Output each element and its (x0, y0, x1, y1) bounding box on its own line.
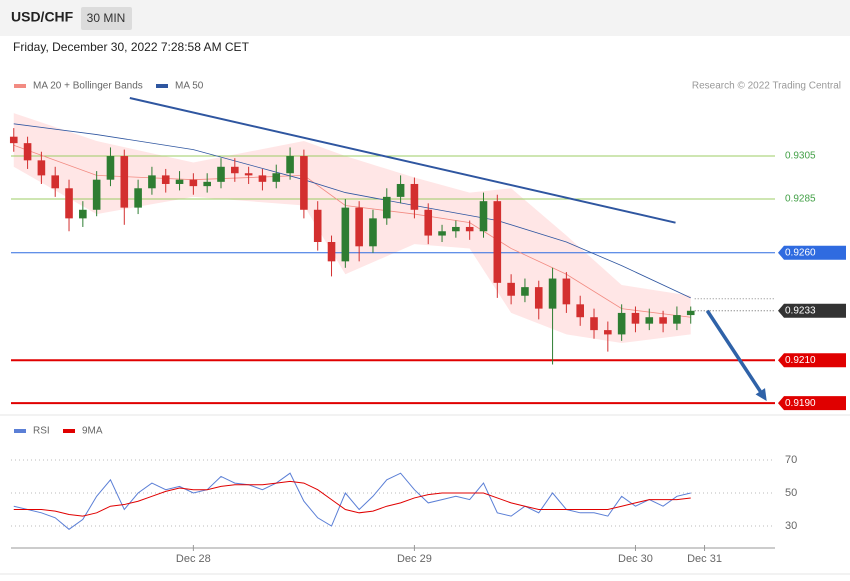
level-badge (778, 245, 846, 260)
legend-swatch (156, 84, 168, 88)
legend-label: MA 20 + Bollinger Bands (33, 81, 143, 92)
candle-body (175, 179, 184, 184)
candle-body (604, 330, 612, 335)
candle-body (134, 188, 142, 208)
candle-body (645, 317, 654, 324)
candle-body (258, 175, 267, 182)
level-label: 0.9285 (785, 194, 816, 205)
candle-body (493, 201, 502, 283)
candle-body (51, 175, 60, 189)
header-bar (0, 0, 850, 36)
ma-line (13, 123, 691, 299)
candle-body (203, 181, 211, 187)
candle-body (369, 218, 377, 247)
candle-body (424, 209, 433, 236)
level-badge (778, 396, 846, 411)
level-label: 0.9190 (785, 398, 816, 409)
legend-swatch (14, 84, 26, 88)
candle-body (465, 226, 474, 232)
level-badge (778, 353, 846, 368)
candle-body (120, 156, 129, 208)
candle-body (631, 312, 640, 324)
candle-body (617, 312, 626, 335)
candle-body (313, 209, 322, 243)
candle-body (590, 317, 598, 331)
candle-body (327, 242, 336, 262)
interval-button[interactable] (81, 7, 132, 30)
candle-body (272, 173, 281, 182)
forecast-arrow (705, 309, 764, 396)
candle-body (37, 160, 46, 176)
candle-body (341, 207, 350, 262)
candle-body (438, 231, 446, 236)
candle-body (92, 179, 101, 210)
candle-body (189, 179, 198, 187)
level-label: 0.9305 (785, 151, 816, 162)
current-price-badge (778, 303, 846, 318)
candle-body (479, 201, 488, 232)
legend-swatch (14, 429, 26, 433)
legend-swatch (63, 429, 75, 433)
candle-body (576, 304, 584, 318)
rsi-line (13, 480, 691, 517)
level-label: 0.9210 (785, 355, 816, 366)
candle-body (9, 136, 18, 144)
candle-body (231, 166, 239, 174)
candle-body (217, 166, 225, 182)
legend-label: MA 50 (175, 81, 204, 92)
candle-body (548, 278, 557, 309)
candle-body (79, 209, 87, 219)
candle-body (452, 226, 460, 232)
x-tick-label: Dec 29 (397, 553, 432, 565)
rsi-line (13, 472, 691, 530)
arrow-head (755, 388, 767, 402)
level-label: 0.9260 (785, 247, 816, 258)
candle-body (23, 143, 32, 161)
candle-body (507, 282, 515, 296)
symbol: USD/CHF (11, 9, 74, 25)
candle-body (562, 278, 571, 305)
legend-label: RSI (33, 426, 50, 437)
candle-body (161, 175, 170, 184)
candle-body (244, 173, 253, 176)
candle-body (355, 207, 363, 247)
credit: Research © 2022 Trading Central (692, 81, 841, 92)
candle-body (106, 156, 115, 180)
x-tick-label: Dec 30 (618, 553, 653, 565)
candle-body (686, 310, 695, 316)
candle-body (65, 188, 73, 219)
x-tick-label: Dec 31 (687, 553, 722, 565)
x-tick-label: Dec 28 (176, 553, 211, 565)
interval[interactable]: 30 MIN (87, 11, 126, 25)
candle-body (382, 196, 391, 219)
rsi-tick-label: 50 (785, 487, 797, 499)
candle-body (673, 315, 681, 324)
candle-body (300, 156, 308, 210)
rsi-tick-label: 30 (785, 520, 797, 532)
legend-label: 9MA (82, 426, 103, 437)
bollinger-band (13, 113, 691, 344)
candle-body (396, 183, 405, 197)
candle-body (521, 287, 529, 296)
timestamp: Friday, December 30, 2022 7:28:58 AM CET (13, 40, 250, 54)
candle-body (410, 183, 419, 210)
candle-body (659, 317, 667, 324)
candle-body (534, 287, 543, 309)
candle-body (286, 156, 294, 174)
current-price-label: 0.9233 (785, 305, 816, 316)
candle-body (148, 175, 156, 189)
trendline (129, 97, 676, 224)
rsi-tick-label: 70 (785, 454, 797, 466)
